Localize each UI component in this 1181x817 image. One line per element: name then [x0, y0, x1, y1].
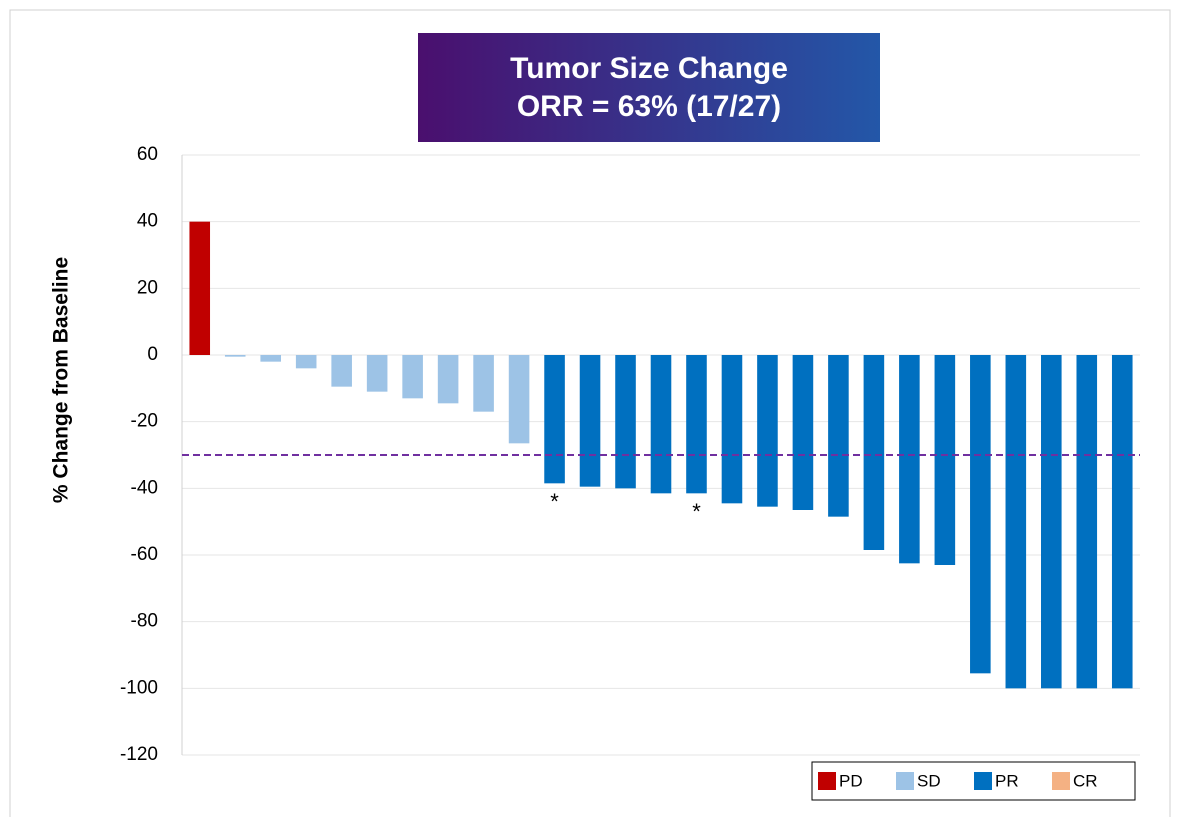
- y-tick-label: 40: [137, 211, 158, 232]
- bar: [792, 355, 814, 510]
- bar: [437, 355, 459, 404]
- bar: [260, 355, 281, 362]
- bar: [863, 355, 885, 550]
- y-tick-label: -100: [120, 677, 158, 698]
- bar: [757, 355, 778, 507]
- frame: [9, 9, 1171, 817]
- legend-label: PD: [839, 771, 863, 790]
- bar: [544, 355, 565, 484]
- bar: [721, 355, 743, 504]
- bar: [473, 355, 494, 412]
- y-tick-label: -40: [131, 477, 158, 498]
- bar: [1076, 355, 1098, 689]
- bar: [615, 355, 636, 489]
- legend-box: [811, 761, 1136, 801]
- bar: [402, 355, 423, 399]
- bar: [970, 355, 991, 674]
- legend-swatch: [1052, 772, 1070, 790]
- y-tick-label: 20: [137, 277, 158, 298]
- legend-swatch: [896, 772, 914, 790]
- bar: [1005, 355, 1027, 689]
- bar: [686, 355, 707, 494]
- annotation: *: [550, 489, 559, 514]
- y-tick-label: 60: [137, 144, 158, 165]
- legend-label: CR: [1073, 771, 1098, 790]
- bar: [579, 355, 601, 487]
- bar: [508, 355, 530, 444]
- y-axis-label: % Change from Baseline: [50, 257, 73, 503]
- bar: [189, 221, 211, 355]
- bar: [224, 355, 246, 357]
- chart-title: Tumor Size Change: [510, 52, 788, 85]
- bar: [934, 355, 956, 565]
- bar: [650, 355, 672, 494]
- bar: [828, 355, 849, 517]
- annotation: *: [692, 499, 701, 524]
- legend-swatch: [974, 772, 992, 790]
- legend-label: PR: [995, 771, 1019, 790]
- bar: [899, 355, 920, 564]
- bar: [366, 355, 388, 392]
- y-tick-label: -20: [131, 411, 158, 432]
- y-tick-label: -120: [120, 744, 158, 765]
- legend-swatch: [818, 772, 836, 790]
- bar: [1111, 355, 1133, 689]
- y-tick-label: -80: [131, 611, 158, 632]
- y-tick-label: -60: [131, 544, 158, 565]
- legend-label: SD: [917, 771, 941, 790]
- title-box: [418, 33, 880, 142]
- bar: [1041, 355, 1062, 689]
- bar: [331, 355, 352, 387]
- bar: [295, 355, 317, 369]
- chart-subtitle: ORR = 63% (17/27): [517, 90, 781, 123]
- y-tick-label: 0: [147, 344, 158, 365]
